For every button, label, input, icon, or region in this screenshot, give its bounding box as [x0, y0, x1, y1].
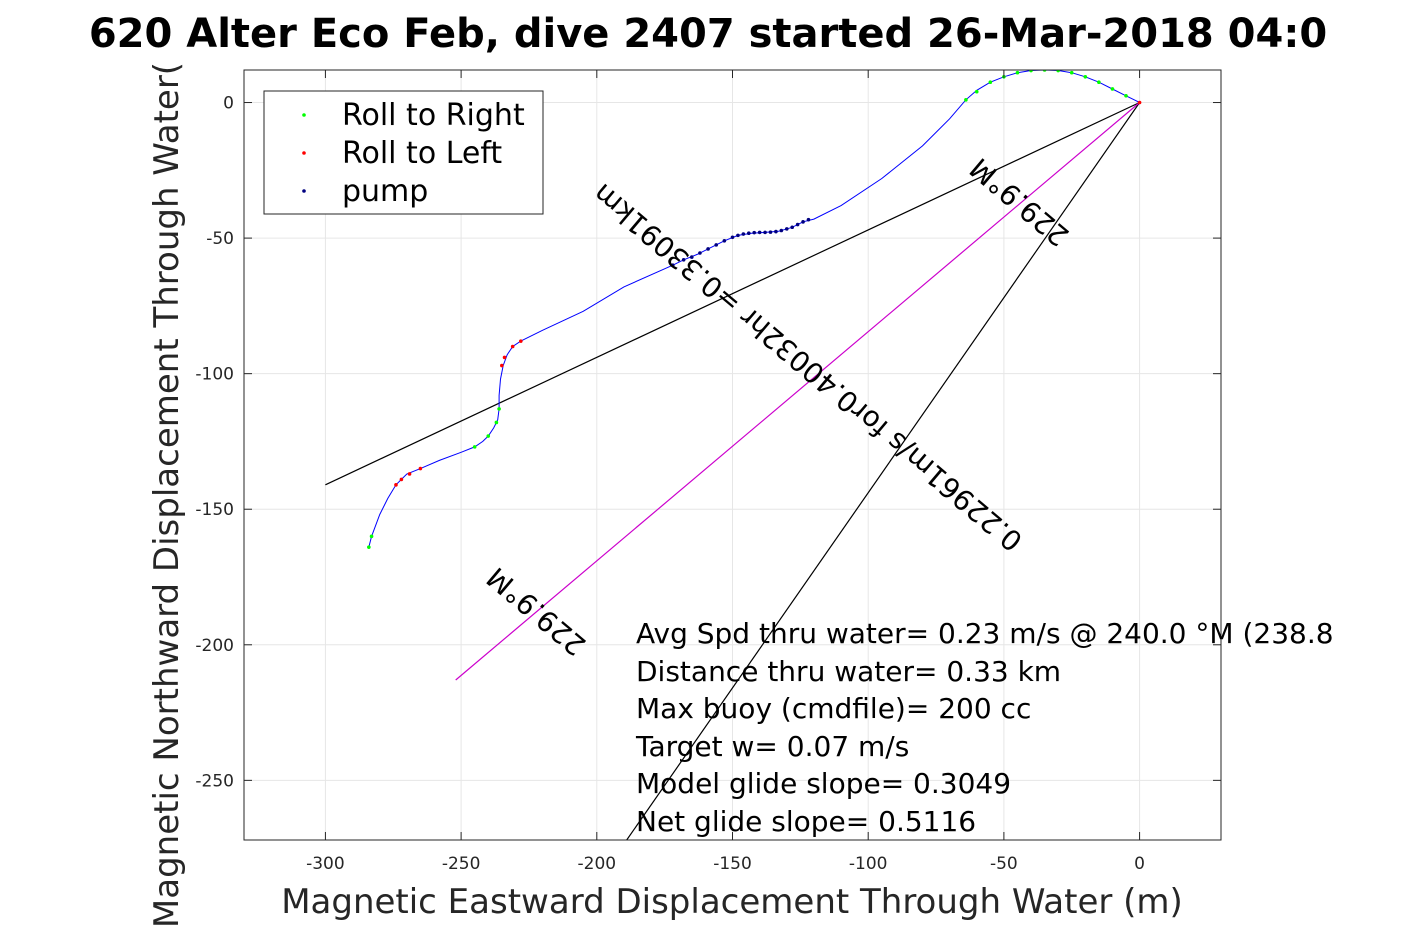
y-tick-label: -50 [206, 229, 234, 249]
x-tick-label: -100 [849, 854, 888, 874]
pump-point [736, 233, 740, 238]
roll-right-point [1083, 74, 1088, 79]
roll-left-point [519, 339, 523, 343]
roll-left-point [407, 472, 412, 476]
roll-right-point [974, 89, 979, 94]
roll-right-point [486, 434, 491, 438]
roll-right-point [369, 534, 374, 539]
marker-layer [367, 70, 1142, 549]
roll-right-point [1110, 87, 1115, 91]
roll-left-point [399, 477, 404, 482]
roll-right-point [367, 545, 371, 549]
legend: Roll to Right Roll to Left pump [263, 90, 544, 215]
legend-label-pump: pump [342, 174, 428, 209]
legend-marker-pump [302, 189, 306, 193]
x-tick-label: -300 [306, 854, 345, 874]
pump-point [730, 235, 735, 240]
pump-point [768, 230, 773, 234]
roll-right-point [494, 420, 499, 425]
roll-right-point [1015, 70, 1020, 75]
roll-right-point [1029, 70, 1033, 73]
roll-right-point [497, 407, 501, 411]
x-tick-label: -150 [713, 854, 752, 874]
x-axis-label: Magnetic Eastward Displacement Through W… [281, 882, 1183, 922]
y-tick-label: 0 [223, 94, 234, 114]
annotation-distance: Distance thru water= 0.33 km [636, 655, 1061, 688]
roll-right-point [1097, 80, 1101, 85]
roll-left-point [510, 344, 515, 349]
roll-left-point [502, 355, 507, 360]
y-axis-label: Magnetic Northward Displacement Through … [147, 62, 187, 928]
roll-right-point [988, 80, 993, 85]
legend-marker-roll-right [302, 113, 306, 117]
annotation-avg-speed: Avg Spd thru water= 0.23 m/s @ 240.0 °M … [636, 617, 1334, 650]
pump-point [746, 231, 751, 236]
x-tick-label: -200 [578, 854, 617, 874]
annotation-block: Avg Spd thru water= 0.23 m/s @ 240.0 °M … [635, 617, 1334, 838]
annotation-max-buoy: Max buoy (cmdfile)= 200 cc [636, 692, 1031, 725]
roll-left-point [500, 363, 504, 368]
pump-point [757, 230, 762, 235]
roll-right-point [472, 445, 477, 449]
pump-point [763, 230, 767, 235]
pump-point [681, 257, 686, 262]
legend-label-roll-right: Roll to Right [342, 98, 525, 133]
x-tick-label: 0 [1134, 854, 1145, 874]
pump-point [806, 217, 811, 222]
roll-left-point [418, 466, 423, 471]
pump-point [706, 247, 710, 251]
y-tick-label: -100 [195, 365, 234, 385]
roll-right-point [1124, 93, 1128, 98]
pump-point [722, 239, 727, 243]
legend-box [263, 90, 544, 215]
pump-point [801, 220, 805, 224]
pump-point [752, 230, 757, 235]
pump-point [670, 263, 675, 268]
legend-label-roll-left: Roll to Left [342, 136, 502, 171]
reference-lines [325, 101, 1141, 840]
annotation-target-w: Target w= 0.07 m/s [635, 730, 909, 763]
reference-line [455, 102, 1140, 681]
pump-point [795, 222, 800, 227]
x-tick-label: -50 [990, 854, 1018, 874]
roll-left-point [1137, 100, 1142, 105]
roll-right-point [1056, 70, 1060, 73]
roll-left-point [394, 483, 398, 487]
y-tick-label: -250 [195, 771, 234, 791]
pump-point [741, 232, 746, 236]
pump-point [790, 225, 795, 230]
roll-right-point [1069, 70, 1074, 75]
chart-title: 620 Alter Eco Feb, dive 2407 started 26-… [89, 11, 1327, 57]
pump-point [779, 228, 784, 233]
x-tick-label: -250 [442, 854, 481, 874]
reference-line [626, 102, 1141, 840]
roll-right-point [964, 98, 968, 102]
legend-marker-roll-left [302, 151, 306, 155]
tick-layer: -300 -250 -200 -150 -100 -50 0 0 -50 -100 -150 -200… [195, 70, 1221, 874]
track-layer [368, 70, 1140, 548]
pump-point [714, 243, 719, 247]
pump-point [698, 251, 702, 255]
y-tick-label: -200 [195, 636, 234, 656]
track-line [368, 70, 1140, 548]
annotation-model-glide: Model glide slope= 0.3049 [636, 767, 1011, 800]
annotation-net-glide: Net glide slope= 0.5116 [636, 805, 976, 838]
y-tick-label: -150 [195, 500, 234, 520]
reference-line [325, 101, 1140, 486]
pump-point [784, 227, 789, 231]
pump-point [689, 255, 694, 259]
pump-point [774, 229, 778, 234]
